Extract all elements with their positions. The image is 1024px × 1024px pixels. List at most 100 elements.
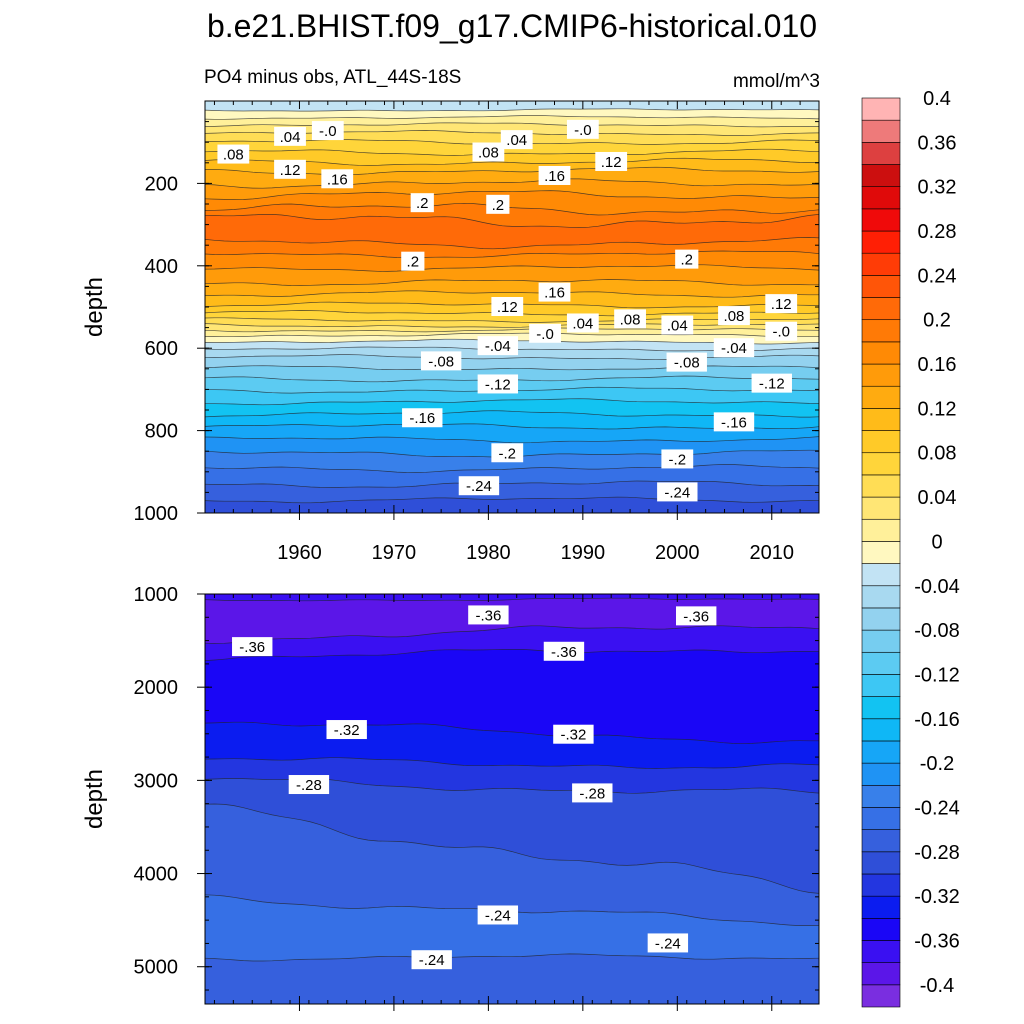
colorbar-box	[861, 142, 901, 165]
contour-label-box	[647, 933, 689, 953]
colorbar-label: 0.28	[918, 221, 957, 243]
contour-label: -.24	[458, 476, 500, 496]
contour-label-text: -.32	[560, 727, 586, 744]
colorbar-box	[861, 541, 901, 564]
contour-label-text: .12	[280, 162, 301, 179]
colorbar-box	[861, 607, 901, 631]
colorbar-label: 0.12	[918, 398, 957, 420]
y-tick-label: 1000	[134, 503, 179, 525]
contour-label: .16	[538, 165, 571, 185]
contour-label-text: .16	[327, 171, 348, 188]
contour-line	[205, 157, 819, 166]
contour-label: -.12	[477, 374, 519, 394]
colorbar-box	[861, 341, 901, 365]
contour-label-text: .2	[416, 195, 429, 212]
contour-label-text: .04	[572, 315, 593, 332]
colorbar-box	[861, 585, 901, 609]
contour-label-text: -.36	[475, 607, 501, 624]
contour-label-box	[718, 306, 750, 326]
colorbar-box	[861, 230, 901, 254]
contour-label: .12	[274, 159, 306, 179]
contour-label: .2	[401, 251, 425, 271]
contour-label-text: .2	[492, 197, 505, 214]
colorbar-box	[861, 940, 901, 963]
upper-y-axis: 200 400 600 800 1000	[134, 100, 819, 525]
contour-label-text: -.28	[579, 785, 605, 802]
contour-label: -.24	[657, 482, 698, 502]
contour-label: .04	[274, 126, 306, 146]
colorbar: -0.4 -0.36 -0.32 -0.28 -0.24 -0.2 -0.16 -0.12 -0…	[861, 88, 960, 1008]
contour-line	[205, 148, 819, 156]
contour-line	[205, 757, 819, 769]
colorbar-box	[861, 385, 901, 409]
colorbar-box	[861, 696, 901, 720]
colorbar-box	[861, 430, 901, 454]
contour-label-box	[491, 443, 524, 463]
contour-label-box	[657, 482, 698, 502]
y-tick-label: 4000	[134, 864, 179, 886]
colorbar-box	[861, 784, 901, 808]
contour-line	[205, 464, 819, 473]
upper-panel: 1960 1970 1980 1990 2000 2010 200 400 600 800 100…	[81, 100, 820, 564]
colorbar-box	[861, 275, 901, 298]
colorbar-box	[861, 674, 901, 697]
colorbar-box	[861, 962, 901, 986]
contour-line	[205, 803, 819, 894]
contour-band	[205, 464, 819, 488]
colorbar-box	[861, 563, 901, 587]
contour-label-box	[477, 374, 519, 394]
contour-label-box	[751, 373, 792, 393]
contour-label-box	[765, 294, 798, 314]
contour-label-text: .04	[280, 129, 301, 146]
colorbar-label: -0.2	[920, 753, 954, 775]
colorbar-labels: -0.4 -0.36 -0.32 -0.28 -0.24 -0.2 -0.16 -0.12 -0…	[914, 88, 960, 997]
contour-label-text: -.24	[655, 935, 681, 952]
colorbar-box	[861, 297, 901, 321]
contour-label: -.36	[676, 606, 717, 626]
upper-contour-labels: .08 .04 -.0 .12 .16 .2 .08 .04 -.0 .16 .12 .2 .2 .2 .1…	[217, 119, 798, 502]
colorbar-box	[861, 252, 901, 276]
contour-line	[205, 178, 819, 189]
contour-label-text: -.36	[239, 639, 265, 656]
contour-label-text: -.24	[485, 907, 511, 924]
left-subtitle: PO4 minus obs, ATL_44S-18S	[204, 67, 461, 88]
contour-label-box	[274, 159, 306, 179]
x-tick-label: 1980	[466, 542, 511, 564]
contour-line	[205, 166, 819, 176]
contour-label: -.36	[543, 641, 585, 661]
contour-line	[205, 365, 819, 371]
colorbar-boxes	[861, 97, 901, 1008]
contour-band	[205, 354, 819, 370]
contour-line	[205, 480, 819, 488]
contour-label-box	[566, 313, 599, 333]
contour-label-text: .16	[544, 168, 565, 185]
contour-label: .08	[217, 144, 250, 164]
contour-label-text: -.36	[683, 608, 709, 625]
x-tick-label: 1990	[561, 542, 606, 564]
contour-label: -.36	[468, 605, 509, 625]
contour-label-box	[232, 637, 273, 657]
contour-label-text: -.12	[485, 376, 511, 393]
contour-line	[205, 354, 819, 361]
contour-label: -.28	[572, 783, 613, 803]
contour-band	[205, 190, 819, 215]
contour-band	[205, 398, 819, 418]
contour-label-text: .08	[620, 311, 641, 328]
contour-label: -.04	[713, 338, 755, 358]
lower-x-axis	[213, 594, 820, 1011]
contour-label: .08	[614, 309, 646, 329]
contour-label: -.28	[288, 775, 330, 795]
contour-band	[205, 757, 819, 794]
contour-line	[205, 398, 819, 406]
contour-label-text: .12	[601, 154, 622, 171]
contour-label: .12	[491, 297, 524, 316]
contour-label-box	[468, 605, 509, 625]
contour-label-box	[411, 950, 452, 970]
x-tick-label: 2010	[750, 542, 795, 564]
contour-label-box	[538, 282, 571, 302]
y-tick-label: 1000	[134, 584, 179, 606]
contour-band	[205, 108, 819, 120]
contour-label-box	[477, 336, 519, 356]
colorbar-box	[861, 984, 901, 1008]
x-tick-label: 2000	[655, 542, 700, 564]
